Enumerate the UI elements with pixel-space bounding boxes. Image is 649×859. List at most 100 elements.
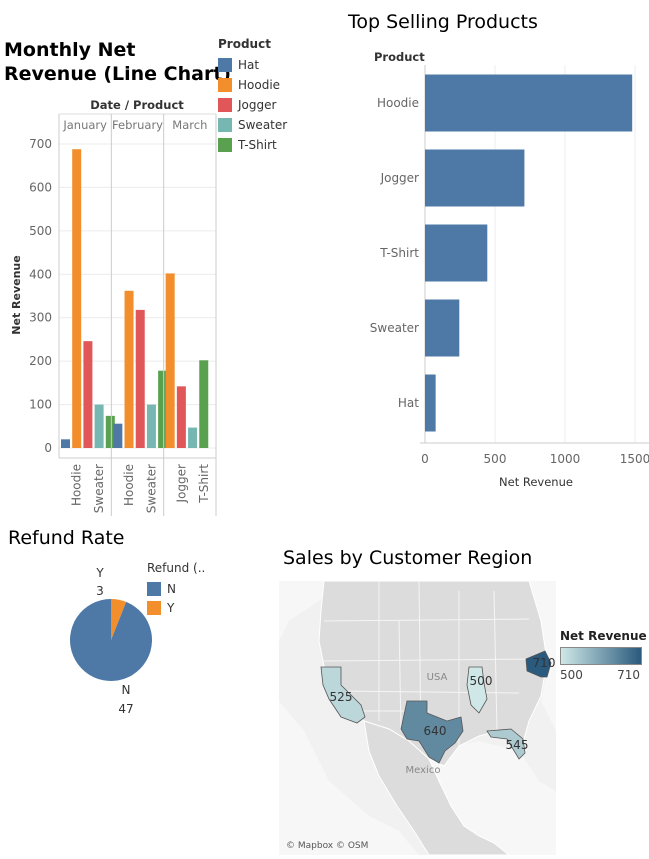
- legend-item-t-shirt[interactable]: T-Shirt: [218, 135, 287, 155]
- bar-hat: [425, 374, 436, 432]
- top-products-chart: Product 0 500 1000 1500 Hoodie Jogger T-Shirt Sw…: [370, 50, 649, 489]
- state-border: [338, 690, 520, 694]
- x-tick-label: 500: [484, 452, 507, 466]
- net-revenue-min-label: 500: [560, 668, 583, 682]
- y-tick-label: 600: [29, 180, 52, 194]
- legend-swatch: [218, 78, 232, 92]
- row-header: Product: [374, 50, 425, 64]
- refund-pie-chart: Y 3 N 47: [70, 566, 152, 716]
- legend-label: N: [167, 581, 176, 596]
- y-tick-label: 100: [29, 398, 52, 412]
- bar-february-sweater: [146, 404, 156, 448]
- pie-label-n-name: N: [122, 683, 131, 697]
- month-label: February: [112, 118, 163, 132]
- region-value-label: 545: [506, 738, 529, 752]
- bar-t-shirt: [425, 224, 488, 282]
- legend-swatch: [218, 58, 232, 72]
- region-value-label: 710: [533, 656, 556, 670]
- net-revenue-max-label: 710: [617, 668, 640, 682]
- y-tick-label: 500: [29, 224, 52, 238]
- pie-slice-y: [111, 599, 127, 640]
- legend-label: Hat: [238, 58, 260, 72]
- y-tick-label: 0: [44, 441, 52, 455]
- bar-hoodie: [425, 74, 633, 132]
- pacific-ocean-south: [279, 701, 419, 855]
- mexico-land: [363, 720, 510, 855]
- x-tick-label: Sweater: [144, 464, 158, 513]
- bar-january-hoodie: [72, 149, 82, 448]
- legend-item-sweater[interactable]: Sweater: [218, 115, 287, 135]
- x-axis-label: Net Revenue: [499, 475, 573, 489]
- x-tick-label: 0: [421, 452, 429, 466]
- x-tick-label: Hoodie: [122, 464, 136, 506]
- net-revenue-legend: Net Revenue 500 710: [560, 629, 648, 682]
- x-tick-label: 1500: [620, 452, 649, 466]
- product-legend-title: Product: [218, 37, 271, 51]
- legend-item-jogger[interactable]: Jogger: [218, 95, 287, 115]
- region-california: [320, 666, 366, 724]
- refund-legend-item-n[interactable]: N: [147, 579, 205, 598]
- y-tick-label: Hoodie: [377, 96, 419, 110]
- region-map[interactable]: 525 500 710 640 545 USA Mexico © Mapbox © OSM: [279, 581, 556, 855]
- bar-february-hoodie: [124, 290, 134, 448]
- region-value-label: 500: [470, 674, 493, 688]
- y-tick-label: 700: [29, 137, 52, 151]
- legend-swatch: [218, 138, 232, 152]
- region-florida: [486, 728, 526, 760]
- atlantic-ocean: [524, 581, 556, 731]
- net-revenue-color-ramp: [560, 647, 642, 665]
- y-tick-label: Sweater: [370, 321, 419, 335]
- legend-label: Y: [167, 600, 175, 615]
- y-tick-label: Jogger: [380, 171, 419, 185]
- region-value-label: 525: [330, 690, 353, 704]
- pie-label-y-name: Y: [95, 566, 104, 580]
- state-border: [398, 620, 402, 732]
- legend-label: Jogger: [238, 98, 277, 112]
- legend-swatch: [218, 118, 232, 132]
- x-tick-label: 1000: [550, 452, 581, 466]
- state-border: [493, 590, 498, 732]
- bar-sweater: [425, 299, 460, 357]
- bar-march-t-shirt: [199, 360, 209, 448]
- bar-january-sweater: [94, 404, 104, 448]
- legend-label: Hoodie: [238, 78, 281, 92]
- pie-label-n-value: 47: [118, 702, 133, 716]
- region-new-york: [525, 650, 552, 678]
- pie-label-y-value: 3: [96, 584, 104, 598]
- legend-swatch: [147, 581, 161, 596]
- bar-february-t-shirt: [158, 370, 168, 448]
- state-border: [323, 658, 542, 662]
- monthly-chart-title: Monthly Net Revenue (Line Chart): [4, 39, 232, 85]
- legend-swatch: [147, 600, 161, 615]
- monthly-revenue-chart: Date / Product 0 100 200 300 400 500 600 700 Net …: [10, 98, 217, 516]
- legend-item-hat[interactable]: Hat: [218, 55, 287, 75]
- bar-february-jogger: [135, 309, 145, 448]
- legend-swatch: [218, 98, 232, 112]
- bar-february-hat: [113, 423, 123, 448]
- region-illinois: [466, 666, 488, 714]
- region-texas: [400, 700, 464, 764]
- map-label-usa: USA: [427, 672, 448, 683]
- refund-legend-title: Refund (..: [147, 561, 206, 575]
- bar-january-jogger: [83, 341, 93, 448]
- y-tick-label: 300: [29, 311, 52, 325]
- legend-label: Sweater: [238, 118, 288, 132]
- product-legend: Product Hat Hoodie Jogger Sweater T-Shirt: [218, 37, 287, 155]
- map-label-mexico: Mexico: [406, 765, 441, 776]
- refund-rate-title: Refund Rate: [8, 527, 125, 549]
- region-value-label: 640: [424, 724, 447, 738]
- refund-legend-item-y[interactable]: Y: [147, 598, 205, 617]
- month-label: January: [62, 118, 107, 132]
- bar-january-t-shirt: [105, 415, 115, 448]
- legend-item-hoodie[interactable]: Hoodie: [218, 75, 287, 95]
- x-tick-label: Hoodie: [70, 464, 84, 506]
- y-tick-label: Hat: [398, 396, 419, 410]
- x-tick-label: Jogger: [174, 464, 188, 503]
- map-attribution: © Mapbox © OSM: [286, 841, 368, 851]
- bar-march-jogger: [176, 386, 186, 448]
- bar-march-sweater: [188, 427, 198, 448]
- y-tick-label: 200: [29, 354, 52, 368]
- x-tick-label: Sweater: [92, 464, 106, 513]
- bar-january-hat: [61, 439, 70, 448]
